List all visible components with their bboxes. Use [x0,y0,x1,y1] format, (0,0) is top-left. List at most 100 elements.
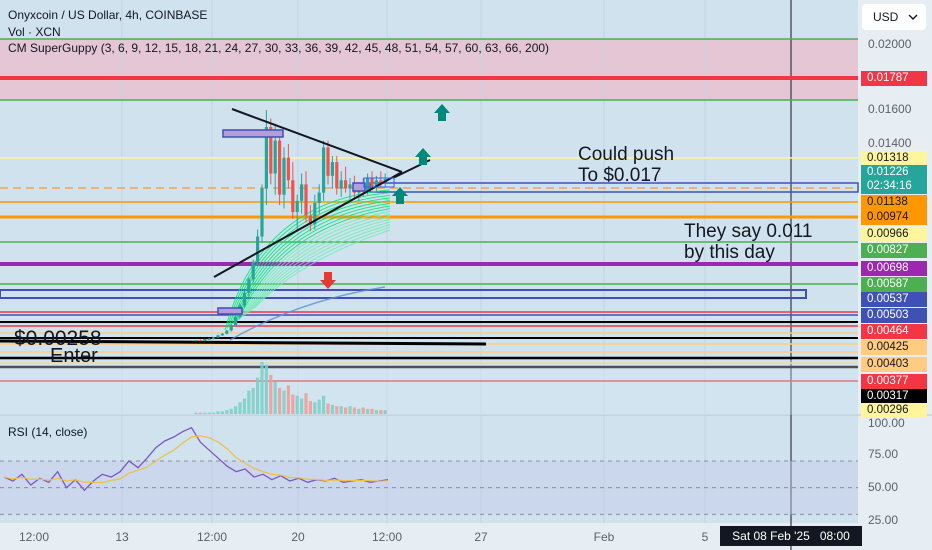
price-tag: 02:34:16 [861,179,927,194]
blue-zone-rectangle [0,289,807,299]
candle-body [212,337,216,339]
annotation-entry-label[interactable]: Enter [50,345,98,367]
price-tag: 0.00537 [861,292,927,307]
price-tag: 0.00827 [861,243,927,258]
candle-body [198,340,202,342]
candle-body [220,333,224,336]
volume-bar [234,406,238,414]
volume-bar [304,393,308,414]
volume-bar [317,399,321,414]
volume-bar [242,398,246,414]
volume-bar [207,412,211,414]
volume-bar [203,412,207,414]
candle-body [339,180,343,189]
candle-body [234,317,238,326]
volume-bar [308,401,312,414]
volume-bar [238,402,242,414]
candle-body [207,338,211,340]
price-tag: 0.01787 [861,71,927,86]
price-tag: 0.01226 [861,165,927,180]
price-tag: 0.00974 [861,210,927,225]
candle-body [225,330,229,334]
candle-body [295,200,299,212]
guppy-ribbon-line [228,194,391,328]
volume-bar [220,411,224,414]
volume-bar [352,407,356,414]
symbol-title[interactable]: Onyxcoin / US Dollar, 4h, COINBASE [8,8,208,22]
volume-bar [361,407,365,414]
volume-bar [269,375,273,414]
annotation-entry-price[interactable]: $0.00258 [14,327,102,350]
time-label: 27 [474,530,488,544]
candle-body [348,184,352,189]
volume-bar [357,408,361,414]
price-tag: 0.00464 [861,324,927,339]
volume-bar [260,362,264,414]
volume-legend[interactable]: Vol · XCN [8,25,61,39]
rsi-tick: 100.00 [868,416,905,430]
consolidation-box [363,177,395,188]
candle-body [286,157,290,181]
candle-body [264,127,268,189]
annotation-push-line1[interactable]: Could push [578,144,675,165]
chevron-down-icon[interactable] [907,10,919,22]
rsi-tick: 50.00 [868,480,899,494]
candle-body [330,162,334,176]
candle-body [304,184,308,216]
high-box [222,129,284,138]
candle-body [322,147,326,193]
price-tag: 0.00503 [861,308,927,323]
volume-bar [366,408,370,414]
volume-bar [216,411,220,414]
up-arrow-icon [415,148,431,165]
guppy-ribbon-line [246,218,391,314]
annotation-push-line2[interactable]: To $0.017 [578,165,662,186]
guppy-ribbon-line [244,216,391,316]
guppy-ribbon-line [236,205,391,322]
volume-bar [291,394,295,414]
volume-bar [229,408,233,414]
price-tag: 0.00317 [861,389,927,404]
volume-bar [194,412,198,414]
volume-bar [264,364,268,414]
volume-bar [322,395,326,414]
candle-body [366,178,370,191]
rsi-tick: 25.00 [868,513,899,527]
price-tag: 0.00377 [861,374,927,389]
candle-body [370,178,374,187]
annotation-say-line1[interactable]: They say 0.011 [684,221,813,242]
volume-bar [286,385,290,414]
ema-200-line [229,286,386,341]
price-tag: 0.01138 [861,195,927,210]
up-arrow-icon [392,187,408,204]
time-label: 13 [115,530,129,544]
volume-bar [370,408,374,414]
candle-body [273,140,277,174]
candle-body [344,180,348,189]
price-tag: 0.00587 [861,277,927,292]
candle-body [194,340,198,342]
rsi-tick: 75.00 [868,447,899,461]
indicator-legend[interactable]: CM SuperGuppy (3, 6, 9, 12, 15, 18, 21, … [8,41,550,55]
volume-bar [278,388,282,414]
candle-body [317,192,321,203]
up-arrow-icon [434,104,450,121]
candle-body [300,184,304,201]
rsi-legend[interactable]: RSI (14, close) [8,425,88,439]
resistance-zone [0,39,858,100]
annotation-say-line2[interactable]: by this day [684,242,775,263]
candle-body [216,335,220,338]
volume-bar [339,406,343,414]
volume-bar [379,410,383,414]
candle-body [203,339,207,341]
candle-body [242,292,246,306]
lower-zone-shade [0,360,858,415]
time-axis-background [0,523,858,550]
volume-bar [300,398,304,414]
time-label: 5 [701,530,709,544]
volume-bar [335,406,339,414]
price-tag: 0.00425 [861,340,927,355]
time-label: Feb [593,530,615,544]
